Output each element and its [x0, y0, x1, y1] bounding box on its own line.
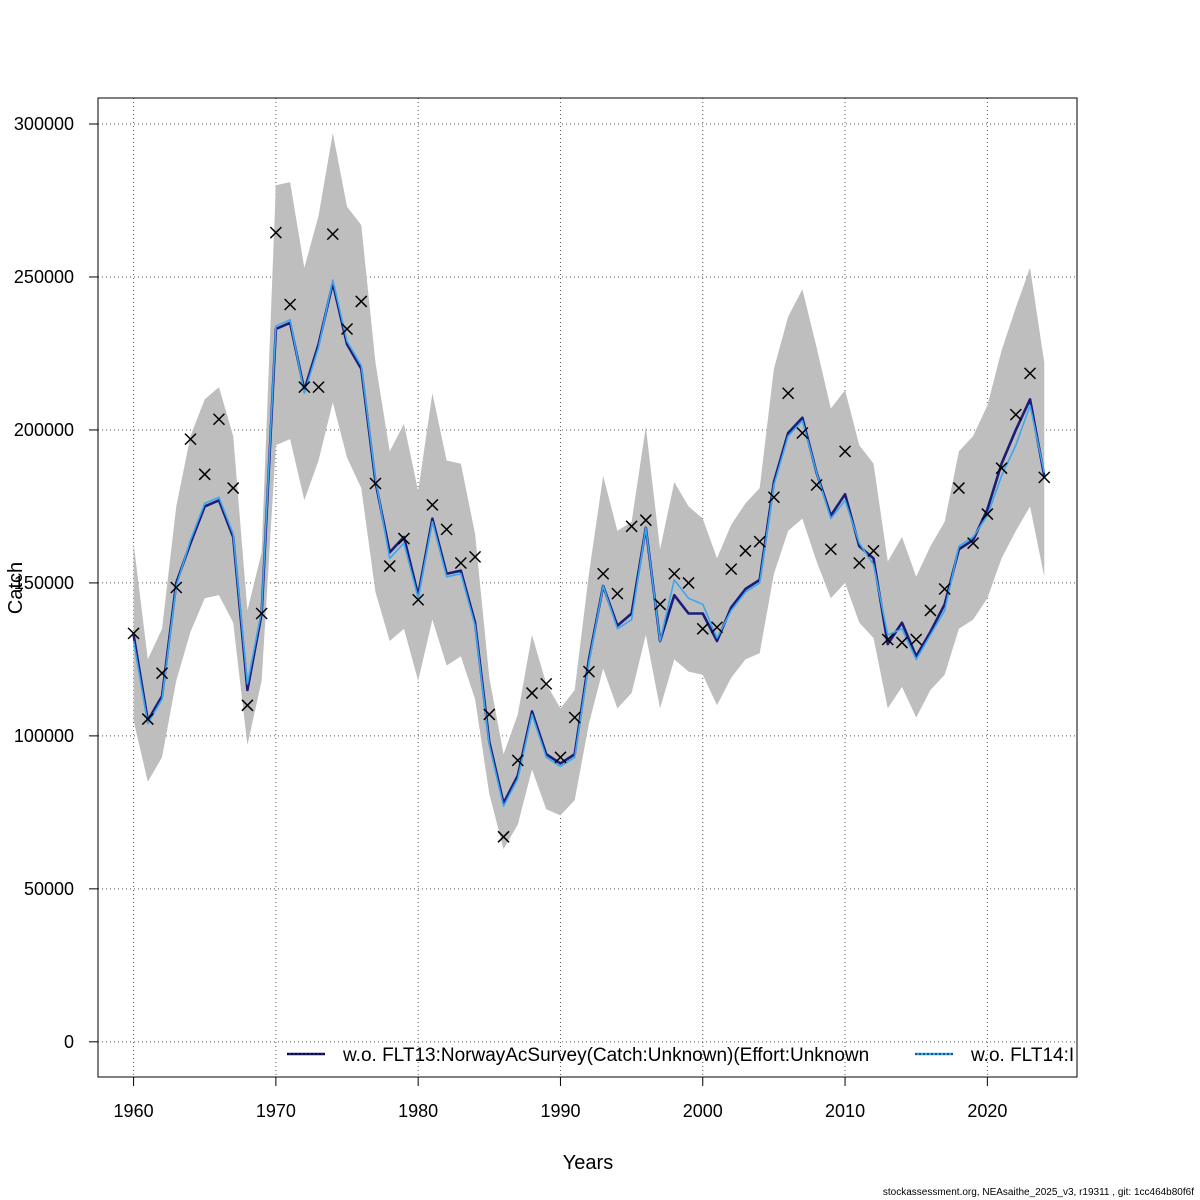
observation-point [881, 633, 894, 646]
x-tick-label: 1960 [114, 1101, 154, 1121]
observation-point [910, 633, 923, 646]
observation-point [184, 433, 197, 446]
observation-point [967, 537, 980, 550]
observation-point [853, 556, 866, 570]
observation-point [440, 523, 453, 536]
observation-point [582, 665, 595, 678]
y-tick-label: 100000 [14, 726, 74, 746]
legend: w.o. FLT13:NorwayAcSurvey(Catch:Unknown)… [287, 1045, 1074, 1066]
observation-point [397, 532, 410, 545]
x-tick-label: 1980 [398, 1101, 438, 1121]
observation-point [483, 708, 496, 721]
series-line [132, 279, 1046, 808]
observation-point [839, 445, 852, 458]
observation-point [355, 295, 368, 308]
observation-point [469, 550, 482, 563]
x-tick-label: 2020 [967, 1101, 1007, 1121]
observation-point [141, 713, 154, 726]
observation-layer [127, 226, 1051, 843]
observation-point [540, 677, 553, 690]
observation-point [924, 604, 937, 617]
observation-point [682, 576, 695, 589]
observation-point [895, 636, 909, 649]
observation-point [383, 560, 396, 573]
observation-point [127, 627, 140, 640]
observation-point [952, 482, 965, 495]
observation-point [696, 622, 709, 635]
x-tick-label: 1990 [540, 1101, 580, 1121]
observation-point [170, 581, 183, 594]
observation-point [725, 563, 738, 576]
y-axis-title: Catch [5, 562, 27, 614]
observation-point [525, 687, 539, 700]
x-tick-label: 2000 [683, 1101, 723, 1121]
x-tick-label: 2010 [825, 1101, 865, 1121]
observation-point [782, 387, 795, 400]
observation-point [497, 830, 510, 843]
observation-point [156, 667, 169, 680]
observation-point [1038, 471, 1051, 484]
observation-point [824, 543, 837, 556]
observation-point [1009, 408, 1022, 421]
confidence-band [133, 133, 1045, 850]
observation-point [198, 468, 211, 481]
observation-point [340, 322, 354, 336]
observation-point [568, 711, 581, 724]
observation-point [767, 491, 780, 504]
observation-point [412, 593, 425, 606]
series-layer [132, 279, 1046, 808]
observation-point [611, 587, 624, 600]
observation-point [369, 477, 382, 490]
axes: 1960 1970 1980 1990 2000 2010 2020 0 50000 100000… [14, 114, 1007, 1121]
y-tick-label: 50000 [24, 879, 74, 899]
observation-point [312, 381, 325, 394]
observation-point [753, 535, 766, 548]
observation-point [326, 228, 339, 241]
x-axis-title: Years [563, 1152, 613, 1174]
legend-label: w.o. FLT14:I [970, 1045, 1074, 1066]
confidence-band-layer [133, 133, 1045, 850]
observation-point [298, 381, 311, 394]
observation-point [810, 478, 823, 492]
observation-point [639, 514, 652, 527]
observation-point [739, 544, 752, 557]
legend-label: w.o. FLT13:NorwayAcSurvey(Catch:Unknown)… [342, 1045, 869, 1066]
observation-point [597, 567, 610, 580]
observation-point [995, 462, 1008, 475]
y-tick-label: 300000 [14, 114, 74, 134]
y-tick-label: 250000 [14, 267, 74, 287]
observation-point [1024, 367, 1037, 380]
y-tick-label: 0 [64, 1032, 74, 1052]
observation-point [426, 498, 439, 511]
observation-point [654, 598, 667, 611]
observation-point [668, 567, 681, 580]
observation-point [227, 482, 240, 495]
observation-point [241, 699, 254, 712]
observation-point [867, 544, 880, 557]
observation-point [938, 582, 951, 596]
observation-point [554, 751, 567, 764]
y-tick-label: 200000 [14, 420, 74, 440]
x-tick-label: 1970 [256, 1101, 296, 1121]
observation-point [796, 426, 809, 440]
observation-point [625, 520, 638, 533]
observation-point [284, 298, 297, 311]
plot-frame [97, 97, 1078, 1078]
observation-point [269, 226, 282, 239]
observation-point [454, 556, 467, 570]
observation-point [710, 621, 724, 634]
observation-point [981, 508, 994, 521]
footer-credit: stockassessment.org, NEAsaithe_2025_v3, … [882, 1187, 1194, 1198]
observation-point [212, 413, 225, 426]
observation-point [511, 754, 524, 767]
observation-point [255, 607, 268, 620]
y-tick-label: 150000 [14, 573, 74, 593]
